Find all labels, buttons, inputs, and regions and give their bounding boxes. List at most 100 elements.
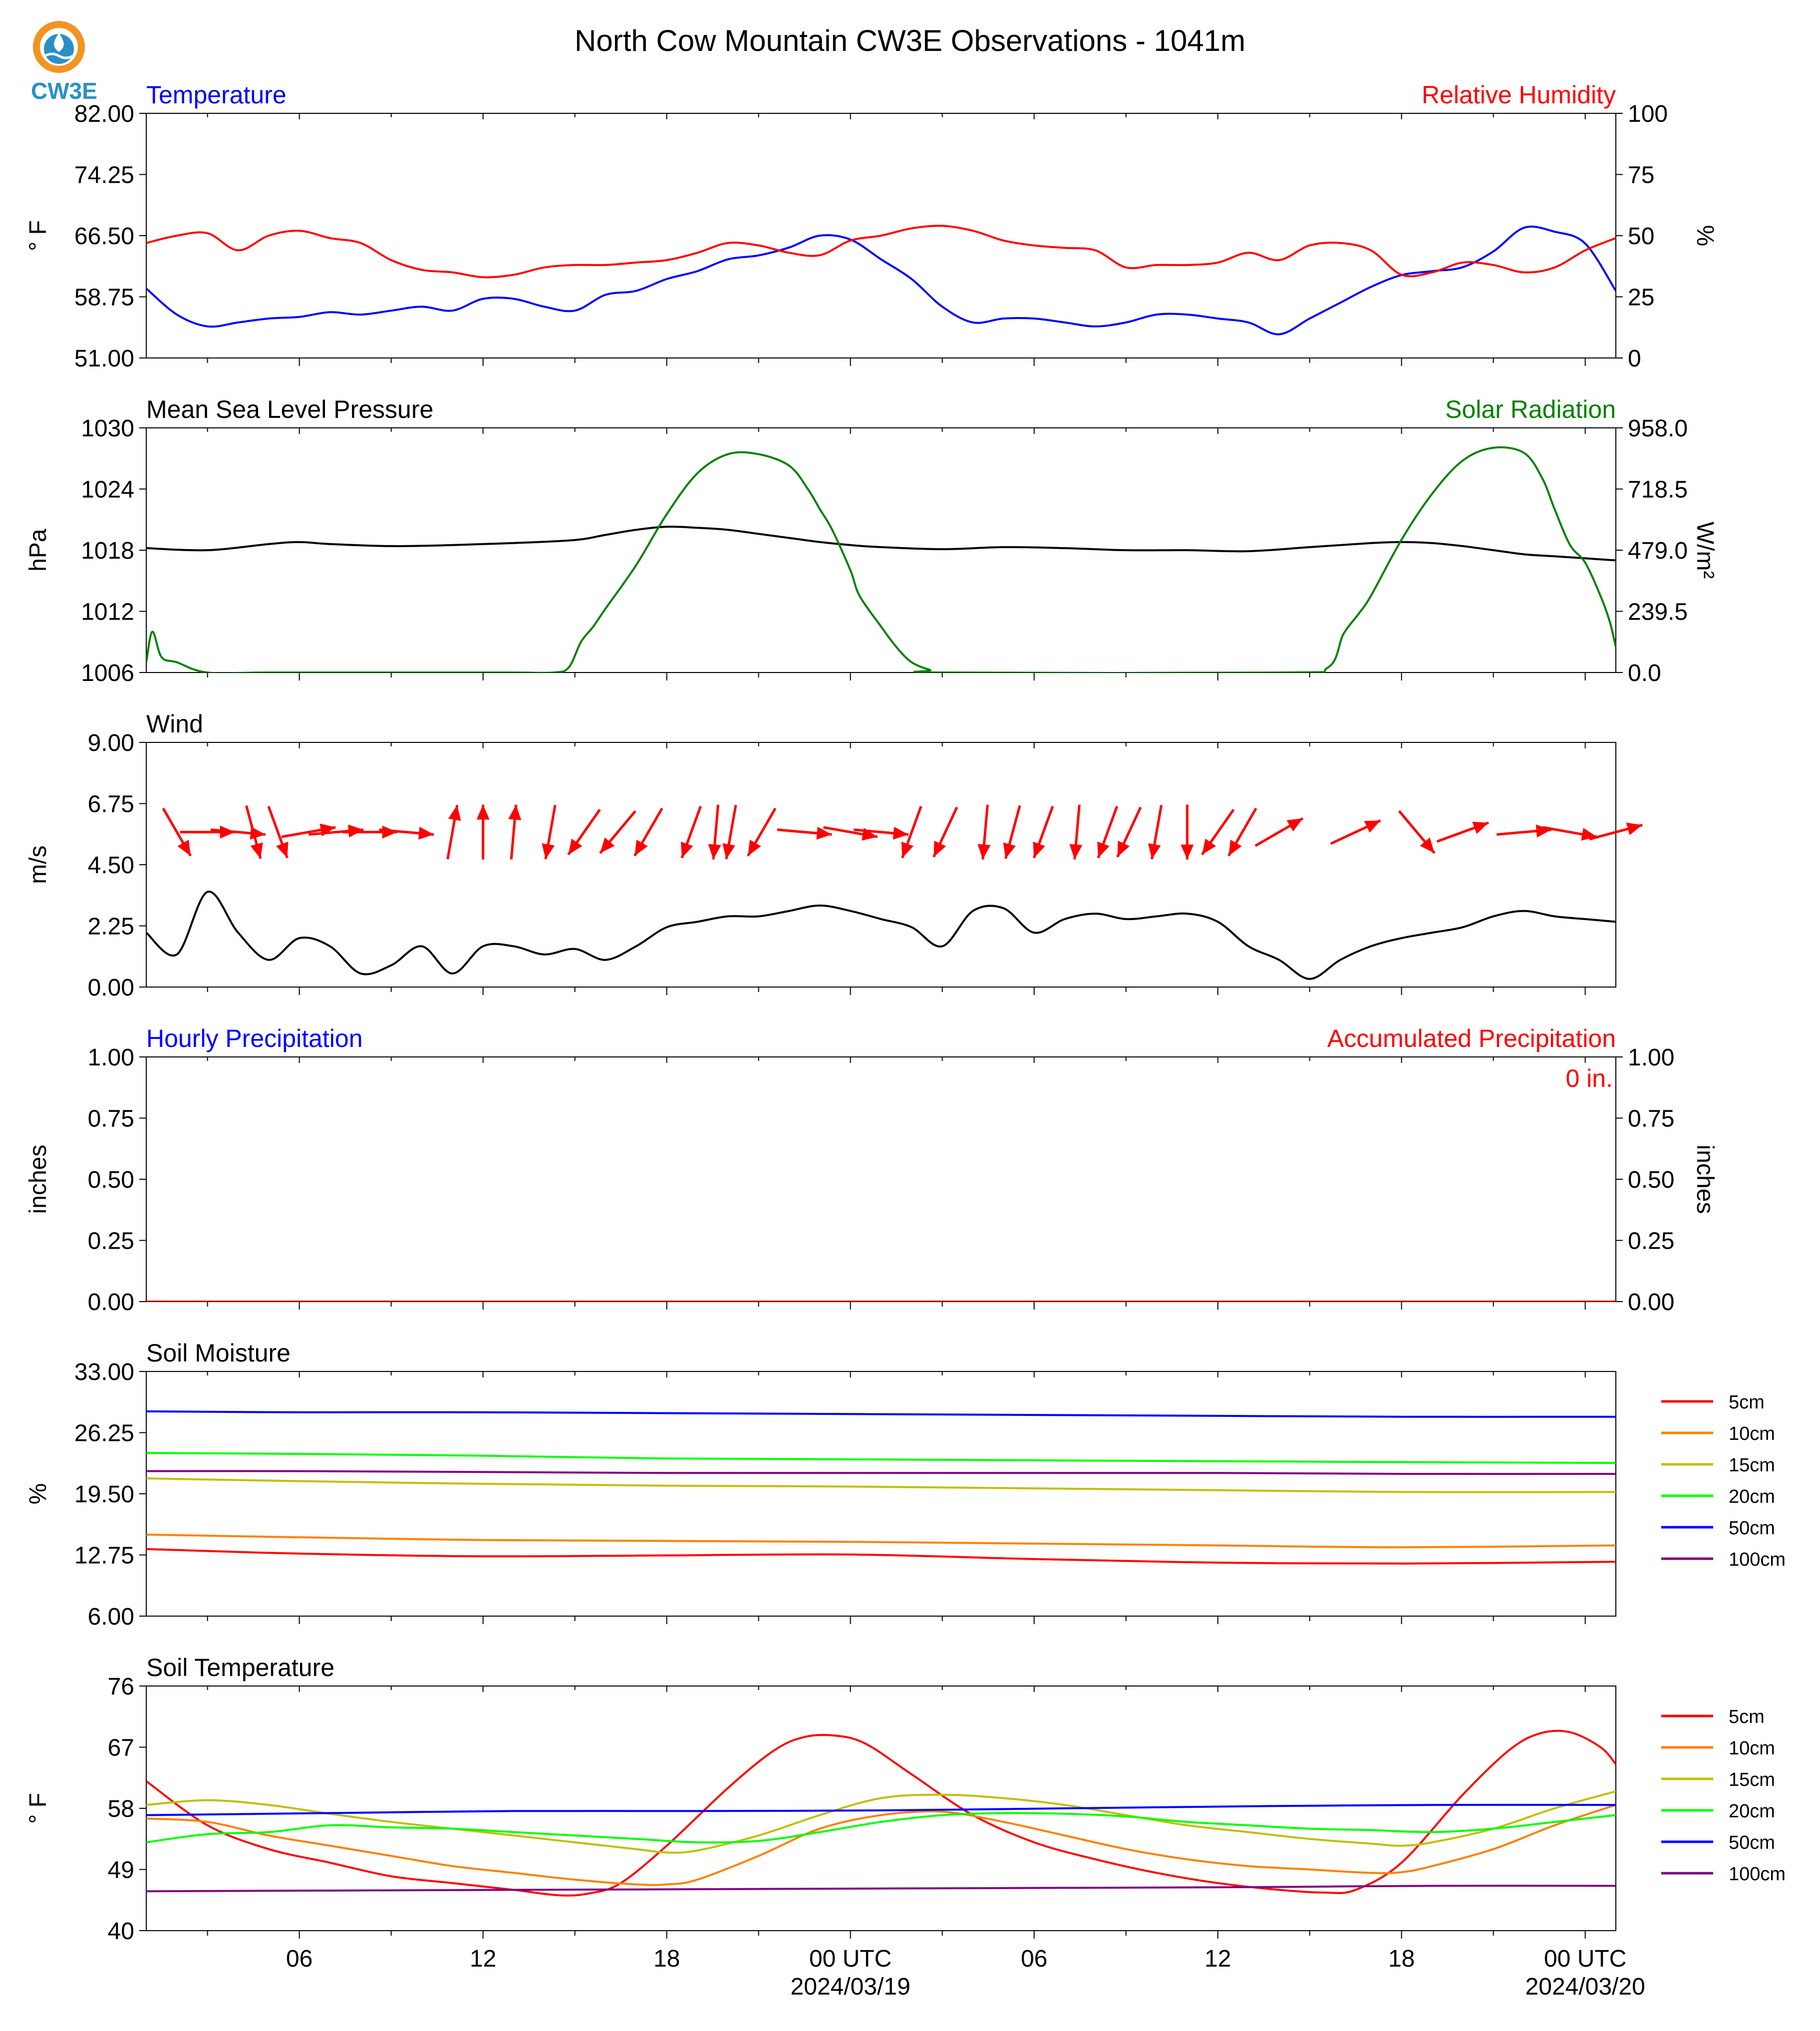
y-axis-label: %: [25, 1483, 51, 1505]
legend-item: 5cm: [1661, 1706, 1765, 1727]
cw3e-logo-icon: [33, 21, 85, 73]
legend-item: 10cm: [1661, 1738, 1775, 1759]
series-line-mean-sea-level-pressure: [146, 525, 1616, 562]
wind-direction-arrow: [1330, 819, 1381, 845]
y-tick-label: 0.50: [88, 1167, 134, 1193]
y-tick-label: 6.00: [88, 1604, 134, 1630]
wind-direction-arrow: [977, 804, 991, 860]
y-tick-label: 40: [108, 1918, 134, 1945]
wind-direction-arrow: [932, 806, 958, 858]
y-tick-label: 2.25: [88, 914, 134, 940]
legend-label: 100cm: [1729, 1549, 1786, 1570]
y-tick-label: 1018: [81, 538, 134, 564]
series-line-5cm: [146, 1729, 1616, 1897]
legend: 5cm 10cm 15cm 20cm 50cm 100cm: [1661, 1392, 1786, 1570]
y-tick-label: 82.00: [74, 101, 134, 127]
legend-label: 15cm: [1729, 1455, 1775, 1476]
y-tick-label-right: 75: [1628, 162, 1654, 189]
wind-direction-arrow: [633, 807, 663, 857]
y-tick-label: 9.00: [88, 730, 134, 756]
y-tick-label: 1006: [81, 660, 134, 686]
wind-direction-arrow: [901, 806, 922, 859]
y-tick-label-right: 1.00: [1628, 1044, 1674, 1071]
y-axis-label: hPa: [25, 529, 51, 572]
wind-direction-arrow: [722, 805, 737, 860]
legend-item: 15cm: [1661, 1769, 1775, 1790]
panel-precipitation: Hourly Precipitation Accumulated Precipit…: [25, 1024, 1718, 1316]
y-tick-label: 1012: [81, 599, 134, 626]
wind-direction-arrow: [1589, 822, 1643, 841]
y-tick-label-right: 239.5: [1628, 599, 1688, 626]
y-tick-label-right: 718.5: [1628, 477, 1688, 503]
y-tick-label: 74.25: [74, 162, 134, 189]
panel-title-left: Temperature: [146, 81, 287, 109]
panel-pressure-solar: Mean Sea Level Pressure Solar Radiation 10…: [25, 395, 1718, 686]
series-line-10cm: [146, 1533, 1616, 1549]
panel-wind: Wind 0.00 2.25 4.50 6.75 9.00 m/s: [25, 710, 1643, 1001]
y-axis-label-right: %: [1692, 225, 1718, 247]
series-line-solar-radiation: [146, 446, 1616, 673]
wind-direction-arrow: [1181, 804, 1194, 860]
wind-direction-arrow: [1032, 806, 1054, 859]
series-line-10cm: [146, 1804, 1616, 1886]
y-tick-label: 66.50: [74, 223, 134, 250]
x-date-label: 2024/03/19: [791, 1974, 910, 2000]
y-tick-label-right: 0.75: [1628, 1106, 1674, 1132]
plot-frame: [146, 1686, 1616, 1931]
wind-direction-arrow: [379, 826, 434, 840]
plot-frame: [146, 1371, 1616, 1617]
y-tick-label: 76: [108, 1674, 134, 1700]
series-group: [146, 446, 1616, 673]
legend-item: 100cm: [1661, 1864, 1786, 1885]
legend-item: 100cm: [1661, 1549, 1786, 1570]
wind-direction-arrow: [777, 826, 832, 840]
legend-label: 5cm: [1729, 1706, 1765, 1727]
series-group: [146, 225, 1616, 336]
panel-title-left: Soil Moisture: [146, 1339, 291, 1367]
series-line-50cm: [146, 1410, 1616, 1418]
legend-item: 50cm: [1661, 1832, 1775, 1853]
legend-label: 20cm: [1729, 1801, 1775, 1822]
series-line-50cm: [146, 1803, 1616, 1816]
legend-item: 10cm: [1661, 1423, 1775, 1444]
wind-direction-arrows: [162, 804, 1643, 860]
wind-direction-arrow: [281, 823, 336, 838]
y-axis-label: m/s: [25, 845, 51, 884]
x-tick-label: 18: [653, 1946, 680, 1972]
logo-text: CW3E: [31, 78, 97, 104]
y-tick-label: 1030: [81, 415, 134, 442]
y-tick-label: 58: [108, 1796, 134, 1822]
y-tick-label: 1024: [81, 477, 134, 503]
panel-title-left: Hourly Precipitation: [146, 1024, 363, 1052]
legend-label: 10cm: [1729, 1423, 1775, 1444]
y-tick-label: 0.25: [88, 1228, 134, 1255]
legend-label: 5cm: [1729, 1392, 1765, 1413]
panel-temperature-rh: Temperature Relative Humidity 51.00 58.75 66…: [25, 81, 1718, 372]
y-tick-label-right: 479.0: [1628, 538, 1688, 564]
panel-title-right: Relative Humidity: [1422, 81, 1616, 109]
x-tick-label: 12: [470, 1946, 496, 1972]
series-line-20cm: [146, 1812, 1616, 1844]
panel-soil-temperature: Soil Temperature 40 49 58 67 76 ° F 5cm 10cm 15cm…: [25, 1654, 1786, 1945]
y-tick-label: 0.75: [88, 1106, 134, 1132]
x-tick-label: 18: [1388, 1946, 1415, 1972]
y-tick-label: 26.25: [74, 1420, 134, 1447]
x-tick-label: 06: [1021, 1946, 1047, 1972]
series-line-relative-humidity: [146, 225, 1616, 279]
wind-direction-arrow: [1116, 806, 1142, 858]
legend-item: 50cm: [1661, 1518, 1775, 1539]
y-axis-label-right: inches: [1692, 1145, 1718, 1214]
y-tick-label-right: 0: [1628, 345, 1641, 372]
y-tick-label: 4.50: [88, 852, 134, 879]
wind-direction-arrow: [1398, 810, 1436, 854]
series-line-15cm: [146, 1790, 1616, 1854]
y-tick-label-right: 0.25: [1628, 1228, 1674, 1255]
legend: 5cm 10cm 15cm 20cm 50cm 100cm: [1661, 1706, 1786, 1885]
series-line-20cm: [146, 1452, 1616, 1464]
y-tick-label-right: 0.0: [1628, 660, 1661, 686]
y-tick-label: 19.50: [74, 1481, 134, 1508]
series-line-100cm: [146, 1470, 1616, 1475]
wind-direction-arrow: [342, 825, 397, 839]
